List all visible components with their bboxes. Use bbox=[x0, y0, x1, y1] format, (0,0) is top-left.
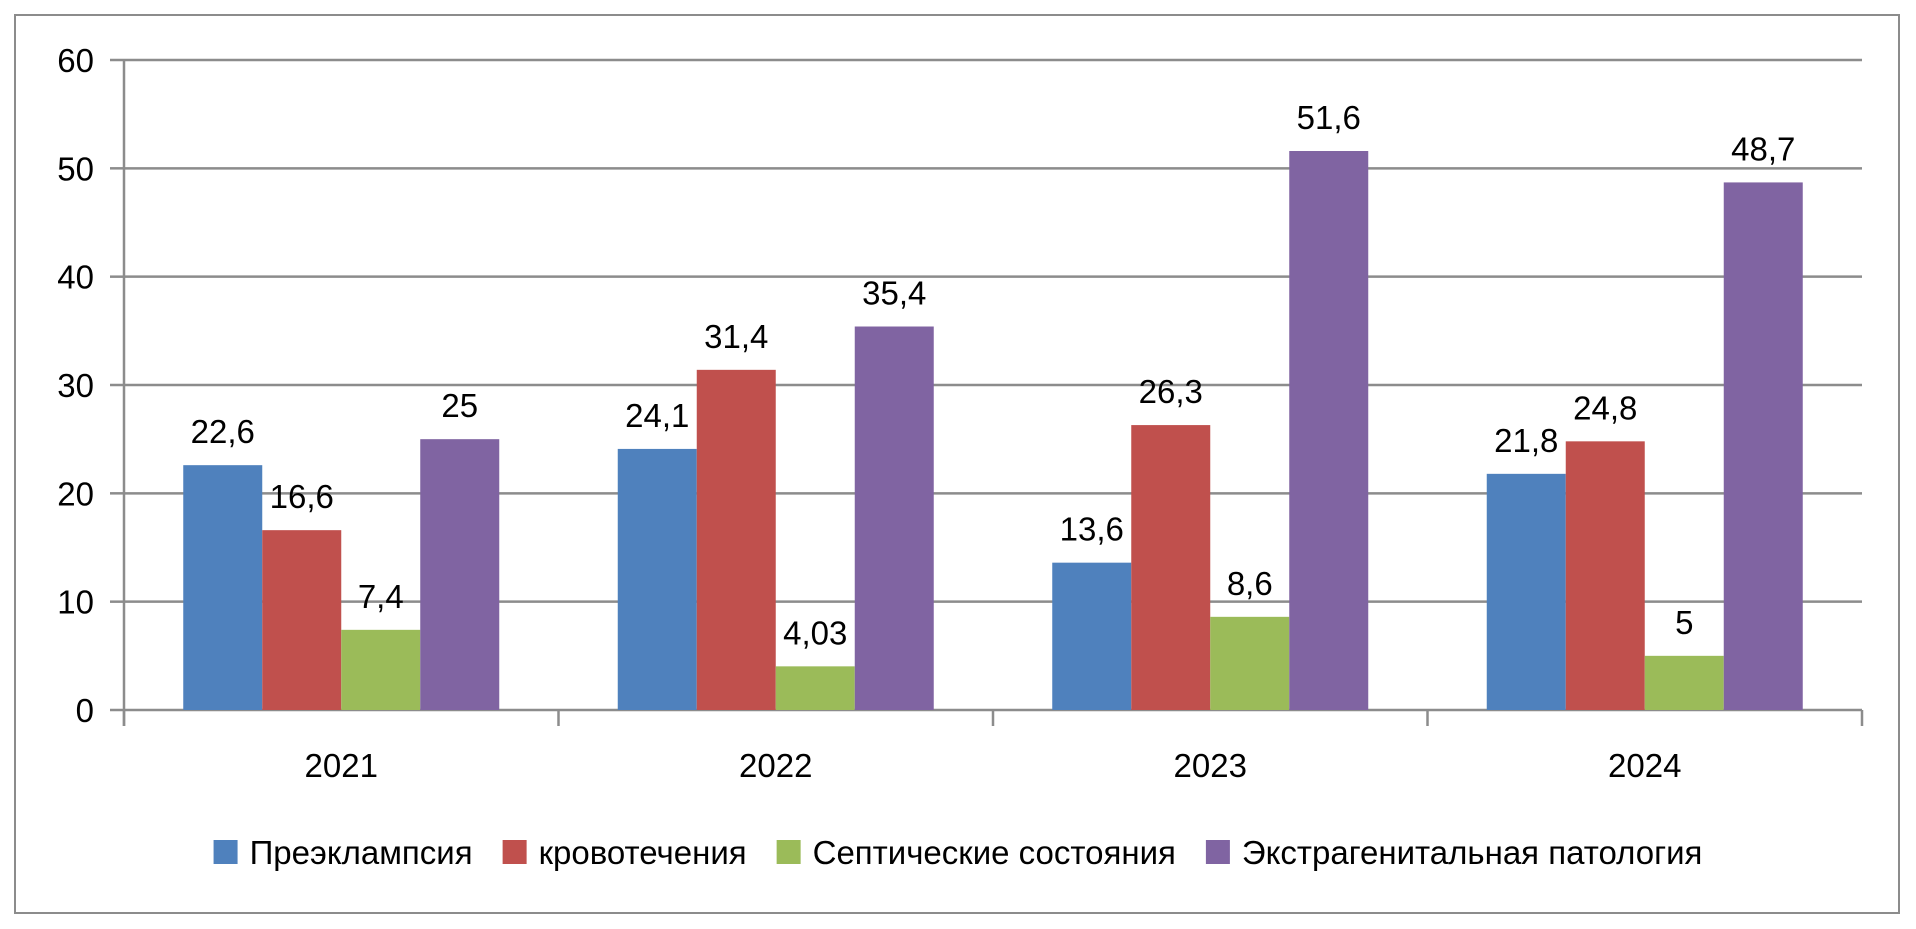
data-label: 35,4 bbox=[862, 275, 926, 312]
data-label: 26,3 bbox=[1139, 373, 1203, 410]
data-label: 5 bbox=[1675, 604, 1693, 641]
bar bbox=[262, 530, 342, 710]
data-label: 16,6 bbox=[270, 478, 334, 515]
y-tick-label: 10 bbox=[57, 584, 94, 621]
bar bbox=[420, 439, 500, 710]
bar bbox=[696, 369, 776, 710]
x-tick-label: 2023 bbox=[1174, 747, 1247, 784]
data-label: 25 bbox=[441, 387, 478, 424]
legend-label: Септические состояния bbox=[813, 834, 1176, 871]
bar bbox=[1052, 562, 1132, 710]
y-tick-label: 30 bbox=[57, 367, 94, 404]
bar bbox=[1486, 473, 1566, 710]
bar bbox=[1289, 151, 1369, 710]
data-label: 8,6 bbox=[1227, 565, 1273, 602]
data-label: 21,8 bbox=[1494, 422, 1558, 459]
y-tick-label: 0 bbox=[76, 692, 94, 729]
x-tick-label: 2024 bbox=[1608, 747, 1681, 784]
legend-swatch bbox=[502, 840, 527, 864]
legend-swatch bbox=[776, 840, 801, 864]
bar bbox=[854, 326, 934, 710]
legend-label: Преэклампсия bbox=[250, 834, 473, 871]
bar bbox=[183, 465, 263, 710]
legend-label: Экстрагенитальная патология bbox=[1242, 834, 1703, 871]
bar bbox=[775, 666, 855, 710]
data-label: 51,6 bbox=[1297, 99, 1361, 136]
legend-label: кровотечения bbox=[539, 834, 747, 871]
bar bbox=[617, 448, 697, 710]
legend-swatch bbox=[213, 840, 238, 864]
bar bbox=[1210, 616, 1290, 710]
x-tick-label: 2022 bbox=[739, 747, 812, 784]
data-label: 13,6 bbox=[1060, 511, 1124, 548]
bar bbox=[341, 629, 421, 710]
bar bbox=[1565, 441, 1645, 710]
x-tick-label: 2021 bbox=[305, 747, 378, 784]
y-tick-label: 40 bbox=[57, 259, 94, 296]
data-label: 7,4 bbox=[358, 578, 404, 615]
data-label: 31,4 bbox=[704, 318, 768, 355]
y-tick-label: 50 bbox=[57, 150, 94, 187]
data-label: 24,8 bbox=[1573, 389, 1637, 426]
data-label: 24,1 bbox=[625, 397, 689, 434]
y-tick-label: 20 bbox=[57, 475, 94, 512]
data-label: 22,6 bbox=[191, 413, 255, 450]
bar bbox=[1723, 182, 1803, 710]
data-label: 4,03 bbox=[783, 614, 847, 651]
legend-swatch bbox=[1205, 840, 1230, 864]
data-label: 48,7 bbox=[1731, 130, 1795, 167]
bar bbox=[1644, 655, 1724, 710]
y-tick-label: 60 bbox=[57, 42, 94, 79]
bar bbox=[1131, 425, 1211, 710]
